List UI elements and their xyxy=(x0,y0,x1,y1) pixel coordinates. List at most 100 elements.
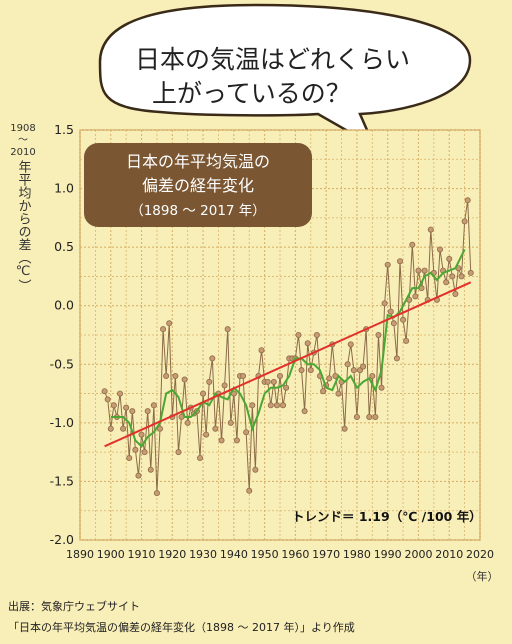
annual-point xyxy=(218,437,225,444)
x-tick-label: 2020 xyxy=(466,548,494,561)
annual-point xyxy=(160,326,167,333)
y-tick-label: -1.0 xyxy=(50,415,74,430)
series-moving-average xyxy=(110,249,466,448)
annual-line xyxy=(104,200,472,494)
annual-point xyxy=(452,290,459,297)
annual-point xyxy=(464,197,471,204)
annual-point xyxy=(203,431,210,438)
annual-point xyxy=(123,404,130,411)
annual-point xyxy=(326,375,333,382)
annual-point xyxy=(267,402,274,409)
annual-point xyxy=(172,372,179,379)
annual-point xyxy=(212,425,219,432)
annual-point xyxy=(381,300,388,307)
annual-point xyxy=(366,413,373,420)
annual-point xyxy=(436,246,443,253)
y-tick-label: -2.0 xyxy=(50,532,74,547)
annual-point xyxy=(270,378,277,385)
bubble-line-1: 日本の気温はどれくらい xyxy=(135,45,410,74)
annual-point xyxy=(258,347,265,354)
annual-point xyxy=(390,320,397,327)
annual-point xyxy=(384,261,391,268)
annual-point xyxy=(350,367,357,374)
x-tick-label: 1960 xyxy=(281,548,309,561)
x-tick-label: 2000 xyxy=(404,548,432,561)
annual-point xyxy=(273,402,280,409)
annual-point xyxy=(224,326,231,333)
annual-point xyxy=(141,449,148,456)
annual-point xyxy=(283,384,290,391)
y-axis-label: 1908 ～ 2010 年平均からの差（℃） xyxy=(10,123,35,292)
annual-point xyxy=(227,419,234,426)
annual-point xyxy=(184,419,191,426)
y-tick-label: 0.5 xyxy=(54,239,74,254)
annual-point xyxy=(387,308,394,315)
bubble-line-2: 上がっているの？ xyxy=(152,79,351,108)
annual-point xyxy=(415,267,422,274)
annual-point xyxy=(175,449,182,456)
annual-point xyxy=(307,367,314,374)
annual-point xyxy=(196,454,203,461)
annual-point xyxy=(347,341,354,348)
annual-point xyxy=(110,402,117,409)
annual-point xyxy=(421,267,428,274)
trend-line xyxy=(104,281,472,448)
chart-title-line-1: 日本の年平均気温の xyxy=(126,152,270,171)
annual-point xyxy=(129,408,136,415)
x-tick-label: 1930 xyxy=(189,548,217,561)
annual-point xyxy=(443,279,450,286)
annual-point xyxy=(320,388,327,395)
annual-point xyxy=(163,372,170,379)
annual-point xyxy=(181,376,188,383)
annual-point xyxy=(153,490,160,497)
y-axis-base-top: 1908 xyxy=(10,123,35,134)
y-tick-labels: 1.5 1.0 0.5 0.0 -0.5 -1.0 -1.5 -2.0 xyxy=(50,122,74,547)
source-line-2: 「日本の年平均気温の偏差の経年変化（1898 ～ 2017 年）」より作成 xyxy=(8,621,355,634)
x-tick-labels: 1890 1900 1910 1920 1930 1940 1950 1960 1970 1980… xyxy=(66,548,494,561)
x-axis-unit: （年） xyxy=(466,569,499,583)
annual-point xyxy=(126,454,133,461)
annual-point xyxy=(150,402,157,409)
annual-point xyxy=(409,241,416,248)
annual-point xyxy=(147,466,154,473)
annual-point xyxy=(449,273,456,280)
annual-point xyxy=(107,425,114,432)
annual-point xyxy=(104,396,111,403)
x-tick-label: 1890 xyxy=(66,548,94,561)
x-tick-label: 1980 xyxy=(343,548,371,561)
x-tick-label: 1990 xyxy=(374,548,402,561)
chart-title-line-3: （1898 ～ 2017 年） xyxy=(130,203,266,219)
annual-point xyxy=(467,269,474,276)
y-tick-label: -0.5 xyxy=(50,356,74,371)
x-tick-label: 1940 xyxy=(220,548,248,561)
trend-label: トレンド＝ 1.19（℃ /100 年） xyxy=(292,509,482,524)
annual-point xyxy=(249,402,256,409)
annual-point xyxy=(396,258,403,265)
annual-point xyxy=(280,402,287,409)
annual-point xyxy=(295,331,302,338)
y-axis-base-bottom: 2010 xyxy=(10,147,35,158)
annual-point xyxy=(344,361,351,368)
annual-point xyxy=(240,372,247,379)
annual-point xyxy=(412,293,419,300)
x-tick-label: 1900 xyxy=(97,548,125,561)
source-line-1: 出展：気象庁ウェブサイト xyxy=(8,600,140,613)
annual-point xyxy=(372,413,379,420)
annual-point xyxy=(221,382,228,389)
annual-point xyxy=(427,226,434,233)
x-tick-label: 1950 xyxy=(251,548,279,561)
annual-point xyxy=(360,363,367,370)
y-axis-label-text: 年平均からの差（℃） xyxy=(16,160,32,292)
chart-title-box: 日本の年平均気温の 偏差の経年変化 （1898 ～ 2017 年） xyxy=(84,143,312,227)
annual-point xyxy=(233,437,240,444)
speech-bubble: 日本の気温はどれくらい 上がっているの？ xyxy=(98,3,472,149)
series-trend xyxy=(104,281,472,448)
annual-point xyxy=(264,378,271,385)
annual-point xyxy=(252,466,259,473)
annual-point xyxy=(393,355,400,362)
annual-point xyxy=(135,472,142,479)
annual-point xyxy=(156,425,163,432)
annual-point xyxy=(301,408,308,415)
